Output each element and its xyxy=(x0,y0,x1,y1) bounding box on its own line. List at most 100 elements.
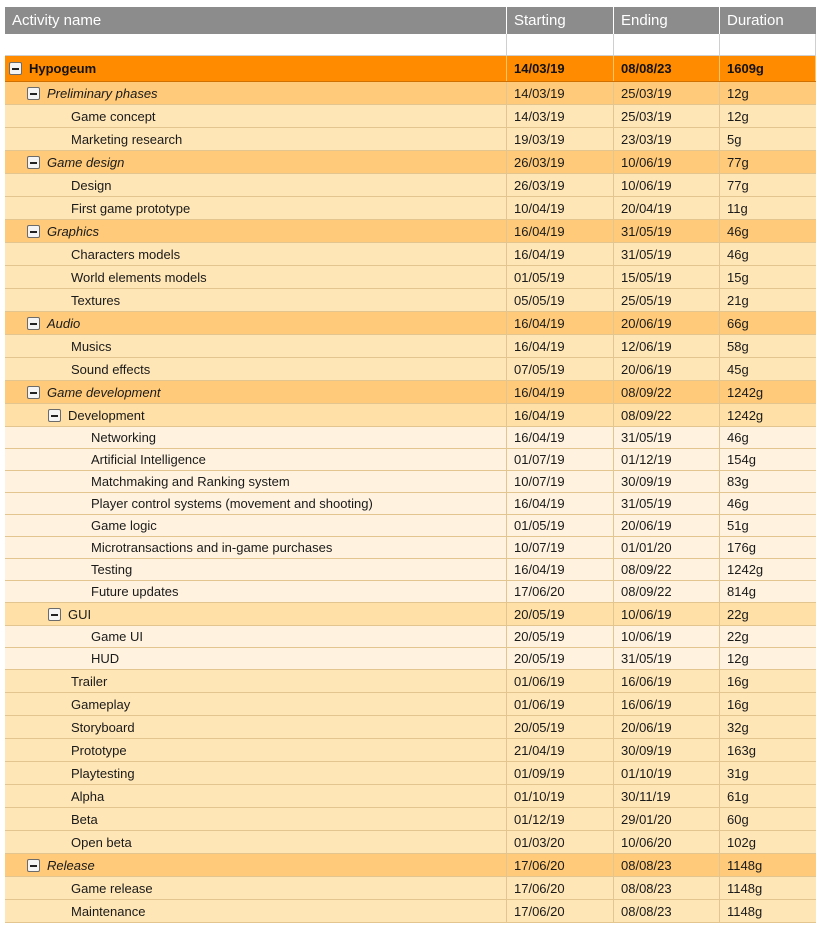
table-row-subtask[interactable]: Matchmaking and Ranking system 10/07/19 … xyxy=(5,471,816,493)
table-row-task[interactable]: Alpha 01/10/19 30/11/19 61g xyxy=(5,785,816,808)
blank-cell[interactable] xyxy=(614,34,720,55)
table-row-task[interactable]: Marketing research 19/03/19 23/03/19 5g xyxy=(5,128,816,151)
end-date-cell[interactable]: 20/06/19 xyxy=(614,358,720,380)
activity-name-cell[interactable]: Trailer xyxy=(5,670,507,692)
start-date-cell[interactable]: 14/03/19 xyxy=(507,105,614,127)
start-date-cell[interactable]: 17/06/20 xyxy=(507,877,614,899)
activity-name-cell[interactable]: Beta xyxy=(5,808,507,830)
activity-name-cell[interactable]: Game concept xyxy=(5,105,507,127)
end-date-cell[interactable]: 16/06/19 xyxy=(614,670,720,692)
activity-name-cell[interactable]: HUD xyxy=(5,648,507,669)
blank-cell[interactable] xyxy=(720,34,816,55)
table-row-task[interactable]: Textures 05/05/19 25/05/19 21g xyxy=(5,289,816,312)
duration-cell[interactable]: 11g xyxy=(727,200,748,216)
start-date-cell[interactable]: 19/03/19 xyxy=(507,128,614,150)
start-date-cell[interactable]: 16/04/19 xyxy=(507,493,614,514)
duration-cell[interactable]: 1609g xyxy=(720,56,816,81)
end-date-cell[interactable]: 23/03/19 xyxy=(614,128,720,150)
end-date-cell[interactable]: 25/03/19 xyxy=(614,105,720,127)
table-row-group[interactable]: Preliminary phases 14/03/19 25/03/19 12g xyxy=(5,82,816,105)
end-date-cell[interactable]: 31/05/19 xyxy=(614,220,720,242)
duration-cell[interactable]: 46g xyxy=(727,223,749,239)
duration-cell[interactable]: 46g xyxy=(727,246,749,262)
table-row-task[interactable]: Trailer 01/06/19 16/06/19 16g xyxy=(5,670,816,693)
end-date-cell[interactable]: 08/08/23 xyxy=(614,900,720,922)
collapse-icon[interactable] xyxy=(48,408,61,422)
duration-cell[interactable]: 5g xyxy=(727,131,742,147)
activity-name-cell[interactable]: Preliminary phases xyxy=(5,82,507,104)
end-date-cell[interactable]: 12/06/19 xyxy=(614,335,720,357)
table-row-task[interactable]: Sound effects 07/05/19 20/06/19 45g xyxy=(5,358,816,381)
table-row-group[interactable]: Game design 26/03/19 10/06/19 77g xyxy=(5,151,816,174)
duration-cell[interactable]: 12g xyxy=(727,85,749,101)
end-date-cell[interactable]: 08/09/22 xyxy=(614,381,720,403)
activity-name-cell[interactable]: GUI xyxy=(5,603,507,625)
end-date-cell[interactable]: 25/05/19 xyxy=(614,289,720,311)
table-row-subgroup[interactable]: GUI 20/05/19 10/06/19 22g xyxy=(5,603,816,626)
table-row-task[interactable]: Design 26/03/19 10/06/19 77g xyxy=(5,174,816,197)
end-date-cell[interactable]: 10/06/20 xyxy=(614,831,720,853)
activity-name-cell[interactable]: Maintenance xyxy=(5,900,507,922)
activity-name-cell[interactable]: Sound effects xyxy=(5,358,507,380)
activity-name-cell[interactable]: First game prototype xyxy=(5,197,507,219)
activity-name-cell[interactable]: Matchmaking and Ranking system xyxy=(5,471,507,492)
table-row-task[interactable]: First game prototype 10/04/19 20/04/19 1… xyxy=(5,197,816,220)
start-date-cell[interactable]: 17/06/20 xyxy=(507,854,614,876)
duration-cell[interactable]: 66g xyxy=(727,315,749,331)
end-date-cell[interactable]: 30/09/19 xyxy=(614,739,720,761)
start-date-cell[interactable]: 07/05/19 xyxy=(507,358,614,380)
duration-cell[interactable]: 1148g xyxy=(727,857,763,873)
end-date-cell[interactable]: 10/06/19 xyxy=(614,174,720,196)
table-row-task[interactable]: World elements models 01/05/19 15/05/19 … xyxy=(5,266,816,289)
collapse-icon[interactable] xyxy=(48,607,61,621)
activity-name-cell[interactable]: Design xyxy=(5,174,507,196)
start-date-cell[interactable]: 01/12/19 xyxy=(507,808,614,830)
collapse-icon[interactable] xyxy=(27,316,40,330)
start-date-cell[interactable]: 01/07/19 xyxy=(507,449,614,470)
end-date-cell[interactable]: 20/04/19 xyxy=(614,197,720,219)
start-date-cell[interactable]: 01/03/20 xyxy=(507,831,614,853)
start-date-cell[interactable]: 10/04/19 xyxy=(507,197,614,219)
table-row-task[interactable]: Open beta 01/03/20 10/06/20 102g xyxy=(5,831,816,854)
end-date-cell[interactable]: 08/08/23 xyxy=(614,56,720,81)
end-date-cell[interactable]: 08/09/22 xyxy=(614,404,720,426)
duration-cell[interactable]: 61g xyxy=(727,788,749,804)
duration-cell[interactable]: 77g xyxy=(727,154,749,170)
table-row-subtask[interactable]: Player control systems (movement and sho… xyxy=(5,493,816,515)
start-date-cell[interactable]: 16/04/19 xyxy=(507,220,614,242)
start-date-cell[interactable]: 17/06/20 xyxy=(507,900,614,922)
activity-name-cell[interactable]: Artificial Intelligence xyxy=(5,449,507,470)
end-date-cell[interactable]: 08/09/22 xyxy=(614,581,720,602)
start-date-cell[interactable]: 20/05/19 xyxy=(507,603,614,625)
start-date-cell[interactable]: 01/06/19 xyxy=(507,670,614,692)
collapse-icon[interactable] xyxy=(9,62,22,75)
end-date-cell[interactable]: 31/05/19 xyxy=(614,648,720,669)
table-row-group[interactable]: Graphics 16/04/19 31/05/19 46g xyxy=(5,220,816,243)
duration-cell[interactable]: 22g xyxy=(727,629,749,644)
table-row-subtask[interactable]: Microtransactions and in-game purchases … xyxy=(5,537,816,559)
end-date-cell[interactable]: 01/10/19 xyxy=(614,762,720,784)
end-date-cell[interactable]: 20/06/19 xyxy=(614,716,720,738)
table-row-group[interactable]: Release 17/06/20 08/08/23 1148g xyxy=(5,854,816,877)
duration-cell[interactable]: 16g xyxy=(727,696,749,712)
start-date-cell[interactable]: 20/05/19 xyxy=(507,716,614,738)
activity-name-cell[interactable]: Game release xyxy=(5,877,507,899)
start-date-cell[interactable]: 16/04/19 xyxy=(507,559,614,580)
activity-name-cell[interactable]: Future updates xyxy=(5,581,507,602)
duration-cell[interactable]: 77g xyxy=(727,177,749,193)
activity-name-cell[interactable]: Open beta xyxy=(5,831,507,853)
activity-name-cell[interactable]: Hypogeum xyxy=(5,56,507,81)
duration-cell[interactable]: 12g xyxy=(727,108,749,124)
start-date-cell[interactable]: 10/07/19 xyxy=(507,471,614,492)
end-date-cell[interactable]: 20/06/19 xyxy=(614,515,720,536)
end-date-cell[interactable]: 31/05/19 xyxy=(614,427,720,448)
table-row-task[interactable]: Playtesting 01/09/19 01/10/19 31g xyxy=(5,762,816,785)
duration-cell[interactable]: 176g xyxy=(727,540,756,555)
start-date-cell[interactable]: 20/05/19 xyxy=(507,648,614,669)
column-header-starting[interactable]: Starting xyxy=(507,7,614,34)
activity-name-cell[interactable]: Game development xyxy=(5,381,507,403)
duration-cell[interactable]: 45g xyxy=(727,361,749,377)
table-row-task[interactable]: Gameplay 01/06/19 16/06/19 16g xyxy=(5,693,816,716)
activity-name-cell[interactable]: Audio xyxy=(5,312,507,334)
table-row-subtask[interactable]: Networking 16/04/19 31/05/19 46g xyxy=(5,427,816,449)
